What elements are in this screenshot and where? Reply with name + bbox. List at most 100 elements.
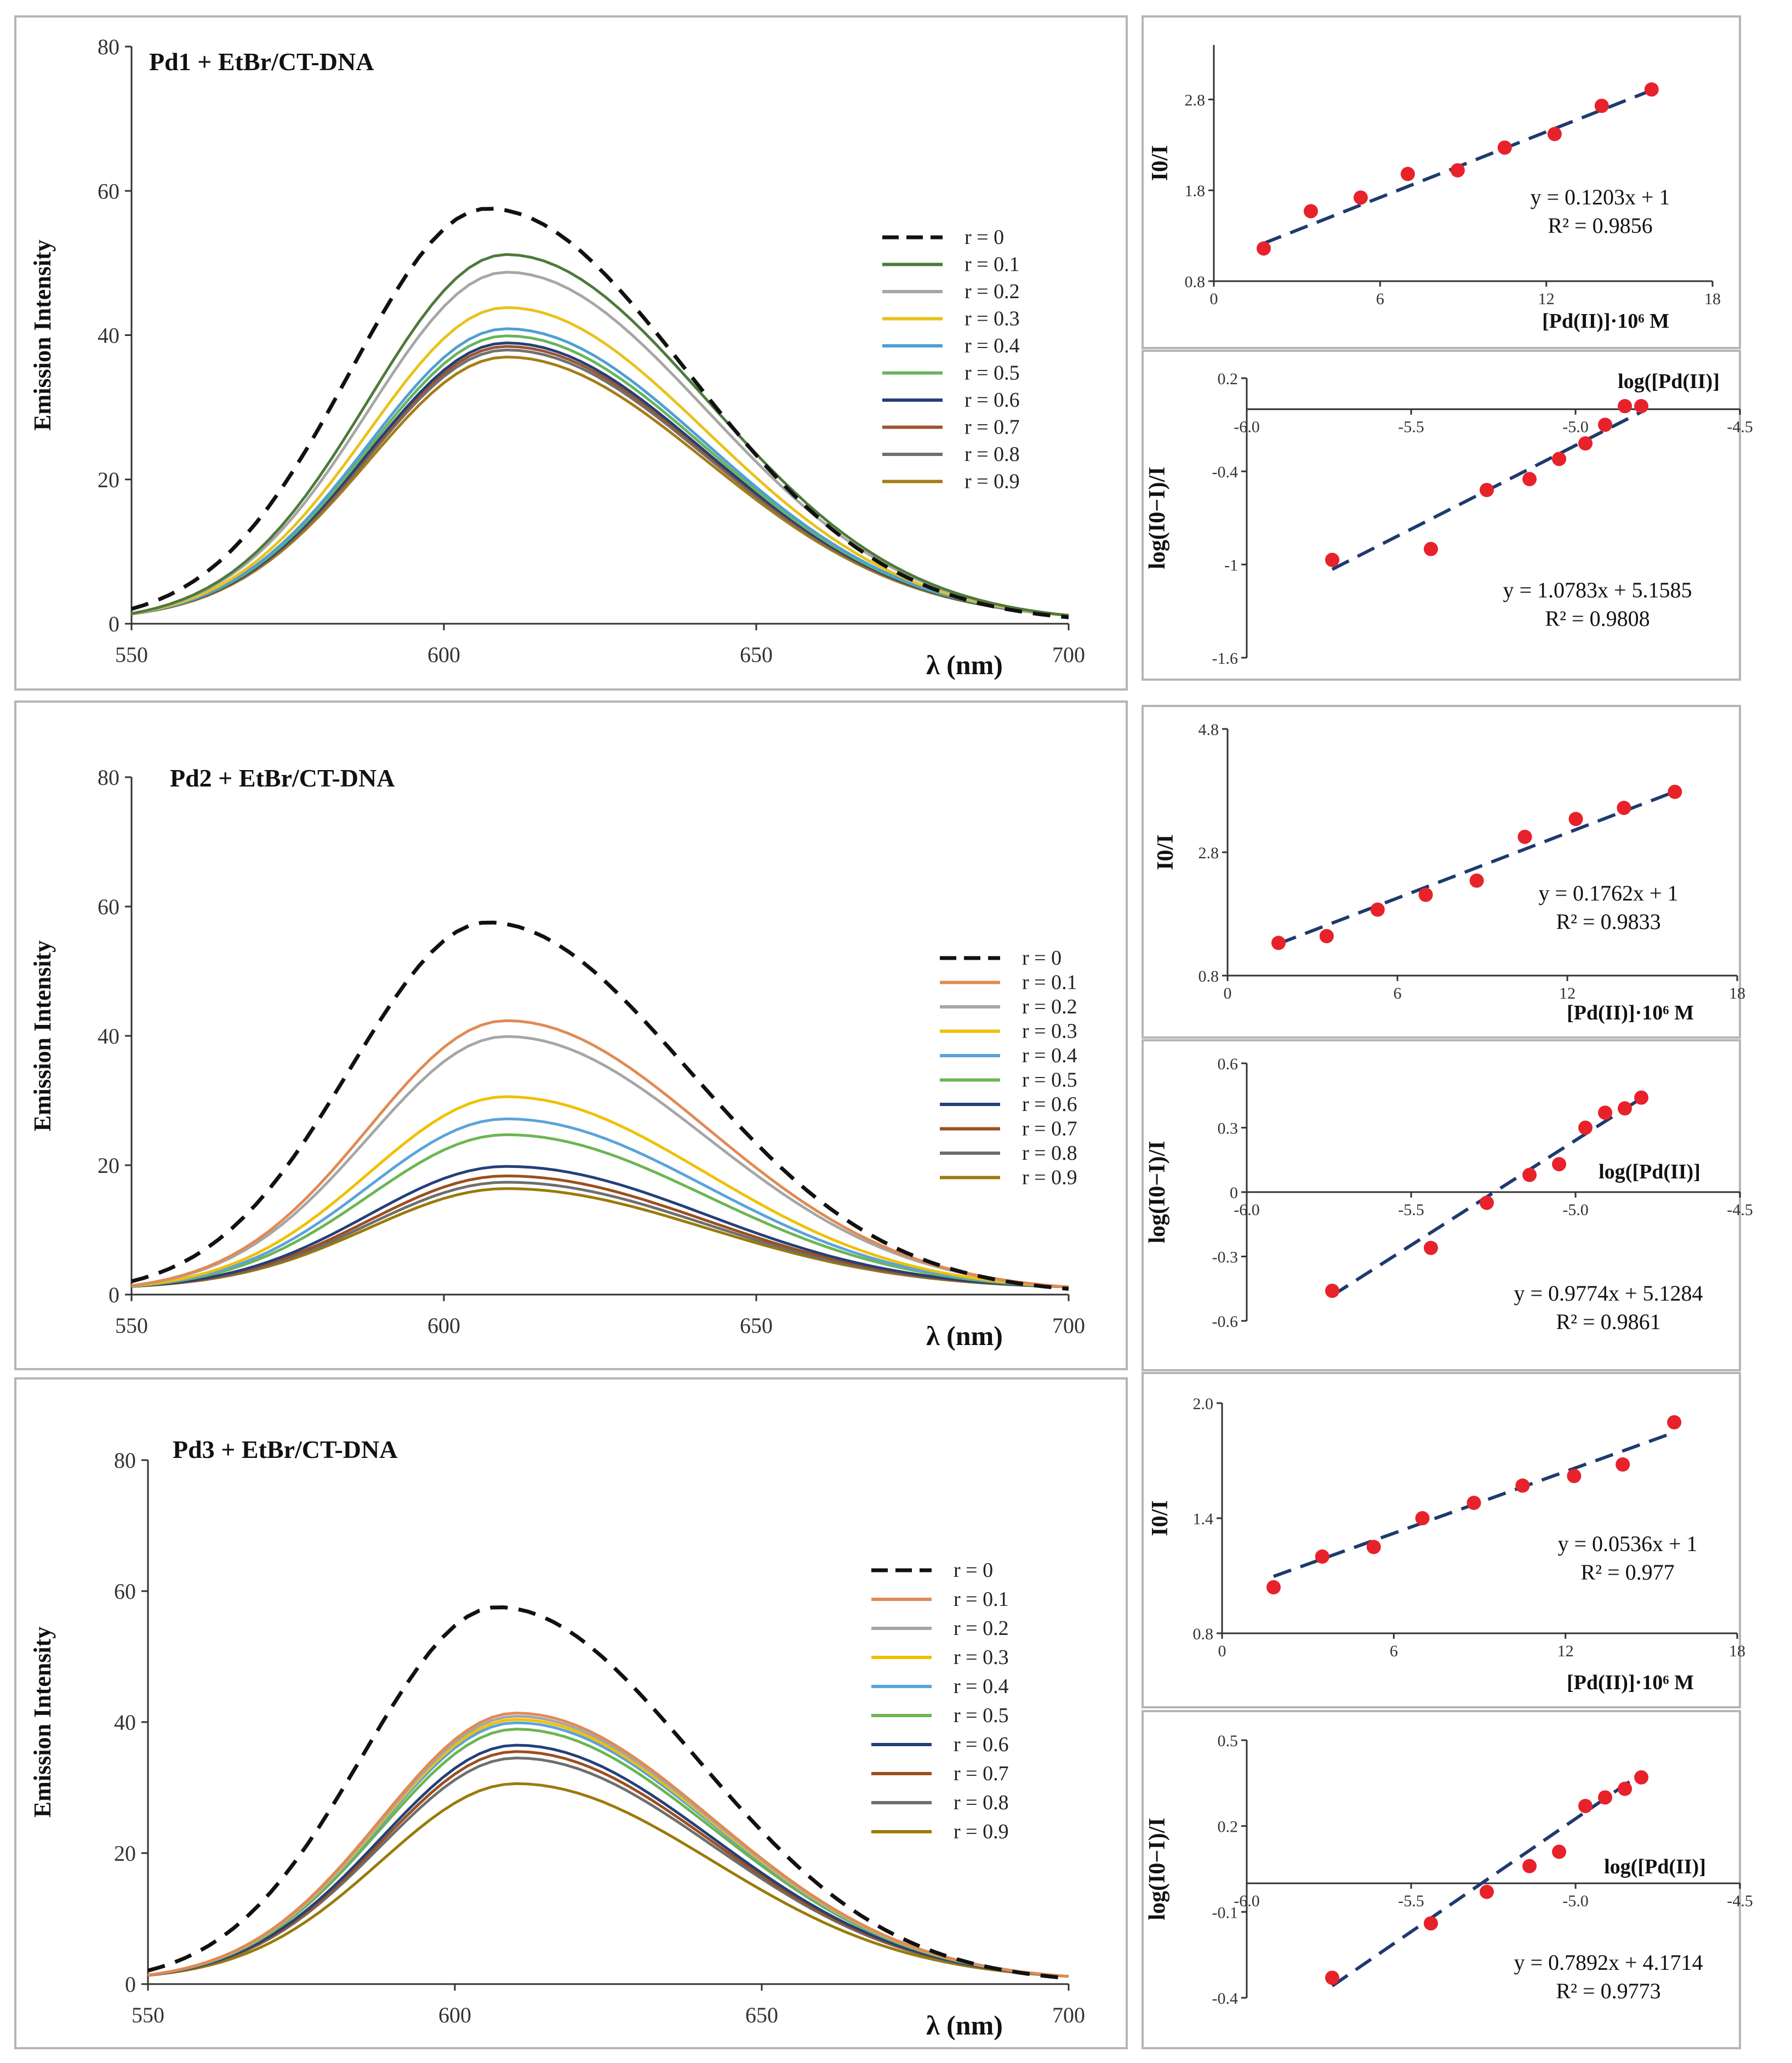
y-tick-label: 0.8 <box>1193 1625 1214 1643</box>
data-point <box>1598 1790 1612 1805</box>
legend-entry: r = 0.1 <box>965 253 1020 276</box>
x-tick-label: -4.5 <box>1727 418 1753 436</box>
y-tick-label: 60 <box>98 894 119 919</box>
legend-entry: r = 0.1 <box>1022 971 1077 994</box>
data-point <box>1315 1549 1329 1564</box>
legend-entry: r = 0.3 <box>965 307 1020 330</box>
inset-chart-2: -1.6 -1 -0.4 0.2 -6.0 -5.5 -5.0 -4.5 log([Pd(II)… <box>1145 370 1753 668</box>
legend-entry: r = 0.8 <box>954 1791 1009 1814</box>
legend-entry: r = 0 <box>965 226 1004 249</box>
trendline <box>1331 1772 1642 1987</box>
legend-entry: r = 0.8 <box>965 443 1020 466</box>
inset-chart-5: 0.8 1.4 2.0 0 6 12 18 [Pd(II)]·10⁶ M I0/I y = 0.0… <box>1148 1395 1745 1694</box>
data-point <box>1424 1240 1438 1255</box>
series-line <box>131 355 1069 617</box>
data-point <box>1319 929 1334 943</box>
legend-entry: r = 0.6 <box>1022 1093 1077 1116</box>
data-point <box>1466 1496 1481 1510</box>
legend-entry: r = 0.7 <box>1022 1118 1077 1141</box>
data-point <box>1522 472 1537 487</box>
data-point <box>1618 399 1632 413</box>
series-line <box>147 1711 1069 1978</box>
data-point <box>1266 1580 1281 1594</box>
data-point <box>1552 1157 1566 1172</box>
data-point <box>1522 1167 1537 1182</box>
x-tick-label: -5.0 <box>1562 1892 1589 1910</box>
data-point <box>1522 1859 1537 1873</box>
x-tick-label: 12 <box>1557 1642 1574 1660</box>
y-tick-label: 0.8 <box>1199 967 1219 985</box>
legend-entry: r = 0.4 <box>954 1675 1009 1698</box>
y-tick-label: 1.8 <box>1185 182 1206 200</box>
x-tick-label: -6.0 <box>1234 418 1260 436</box>
data-point <box>1480 483 1494 497</box>
legend-entry: r = 0.9 <box>954 1820 1009 1843</box>
data-point <box>1400 167 1415 181</box>
y-tick-label: 2.8 <box>1185 91 1206 109</box>
y-tick-label: 0.2 <box>1218 370 1239 388</box>
series-line <box>147 1782 1069 1978</box>
data-point <box>1424 1916 1438 1931</box>
legend-entry: r = 0.6 <box>954 1733 1009 1756</box>
series-line <box>131 271 1069 617</box>
data-point <box>1594 99 1609 113</box>
series-line <box>131 253 1069 617</box>
data-point <box>1617 801 1631 815</box>
y-tick-label: -1.6 <box>1212 649 1239 668</box>
data-point <box>1325 1284 1339 1298</box>
y-axis-label: log(I0−I)/I <box>1145 1141 1170 1243</box>
data-point <box>1578 436 1593 451</box>
data-point <box>1415 1511 1430 1525</box>
y-tick-label: 60 <box>114 1579 136 1604</box>
data-point <box>1366 1540 1381 1554</box>
fit-equation: y = 0.7892x + 4.1714 <box>1514 1950 1703 1975</box>
y-tick-label: 0 <box>109 1283 119 1307</box>
data-point <box>1257 241 1271 256</box>
x-tick-label: 700 <box>1052 642 1085 667</box>
y-tick-label: 0.2 <box>1218 1818 1239 1836</box>
inset-chart-6: -0.4 -0.1 0.2 0.5 -6.0 -5.5 -5.0 -4.5 log([Pd(II… <box>1145 1732 1753 2008</box>
series-line <box>131 1095 1069 1289</box>
y-tick-label: 40 <box>98 1024 119 1048</box>
panel-frame-pd2 <box>14 700 1128 1370</box>
series-line <box>131 1019 1069 1289</box>
legend-entry: r = 0.2 <box>965 280 1020 303</box>
y-tick-label: 0 <box>1230 1184 1238 1202</box>
series-line <box>131 327 1069 617</box>
x-tick-label: -5.5 <box>1398 1201 1424 1219</box>
y-axis-label: Emission Intensity <box>29 1627 56 1817</box>
y-tick-label: 0.8 <box>1185 273 1206 291</box>
y-tick-label: -0.1 <box>1212 1904 1239 1922</box>
data-point <box>1303 204 1318 219</box>
data-point <box>1515 1478 1530 1493</box>
x-axis-label: log([Pd(II)] <box>1618 370 1720 393</box>
y-tick-label: 2.0 <box>1193 1395 1214 1413</box>
y-tick-label: 0.3 <box>1218 1120 1239 1138</box>
data-point <box>1370 902 1385 917</box>
series-line <box>147 1721 1069 1978</box>
x-tick-label: -5.5 <box>1398 1892 1424 1910</box>
legend-entry: r = 0.4 <box>1022 1044 1077 1067</box>
data-point <box>1598 418 1612 432</box>
x-tick-label: 650 <box>740 642 773 667</box>
y-tick-label: 20 <box>98 468 119 492</box>
panel-frame-inset-1 <box>1142 15 1741 349</box>
series-line <box>147 1605 1069 1980</box>
panel-frame-pd3 <box>14 1377 1128 2049</box>
x-tick-label: 550 <box>132 2003 164 2027</box>
legend-entry: r = 0.2 <box>954 1617 1009 1640</box>
y-tick-label: 2.8 <box>1199 844 1219 862</box>
data-point <box>1325 552 1339 567</box>
legend-entry: r = 0.9 <box>1022 1166 1077 1189</box>
x-tick-label: 12 <box>1538 290 1555 308</box>
x-tick-label: 18 <box>1729 1642 1745 1660</box>
legend-entry: r = 0.3 <box>1022 1020 1077 1043</box>
series-line <box>131 306 1069 617</box>
data-point <box>1325 1970 1339 1985</box>
legend-entry: r = 0.4 <box>965 334 1020 357</box>
legend-entry: r = 0 <box>1022 947 1061 970</box>
x-tick-label: 600 <box>438 2003 471 2027</box>
series-line <box>147 1728 1069 1978</box>
y-tick-label: 20 <box>98 1153 119 1178</box>
fit-r-squared: R² = 0.9856 <box>1548 213 1652 238</box>
